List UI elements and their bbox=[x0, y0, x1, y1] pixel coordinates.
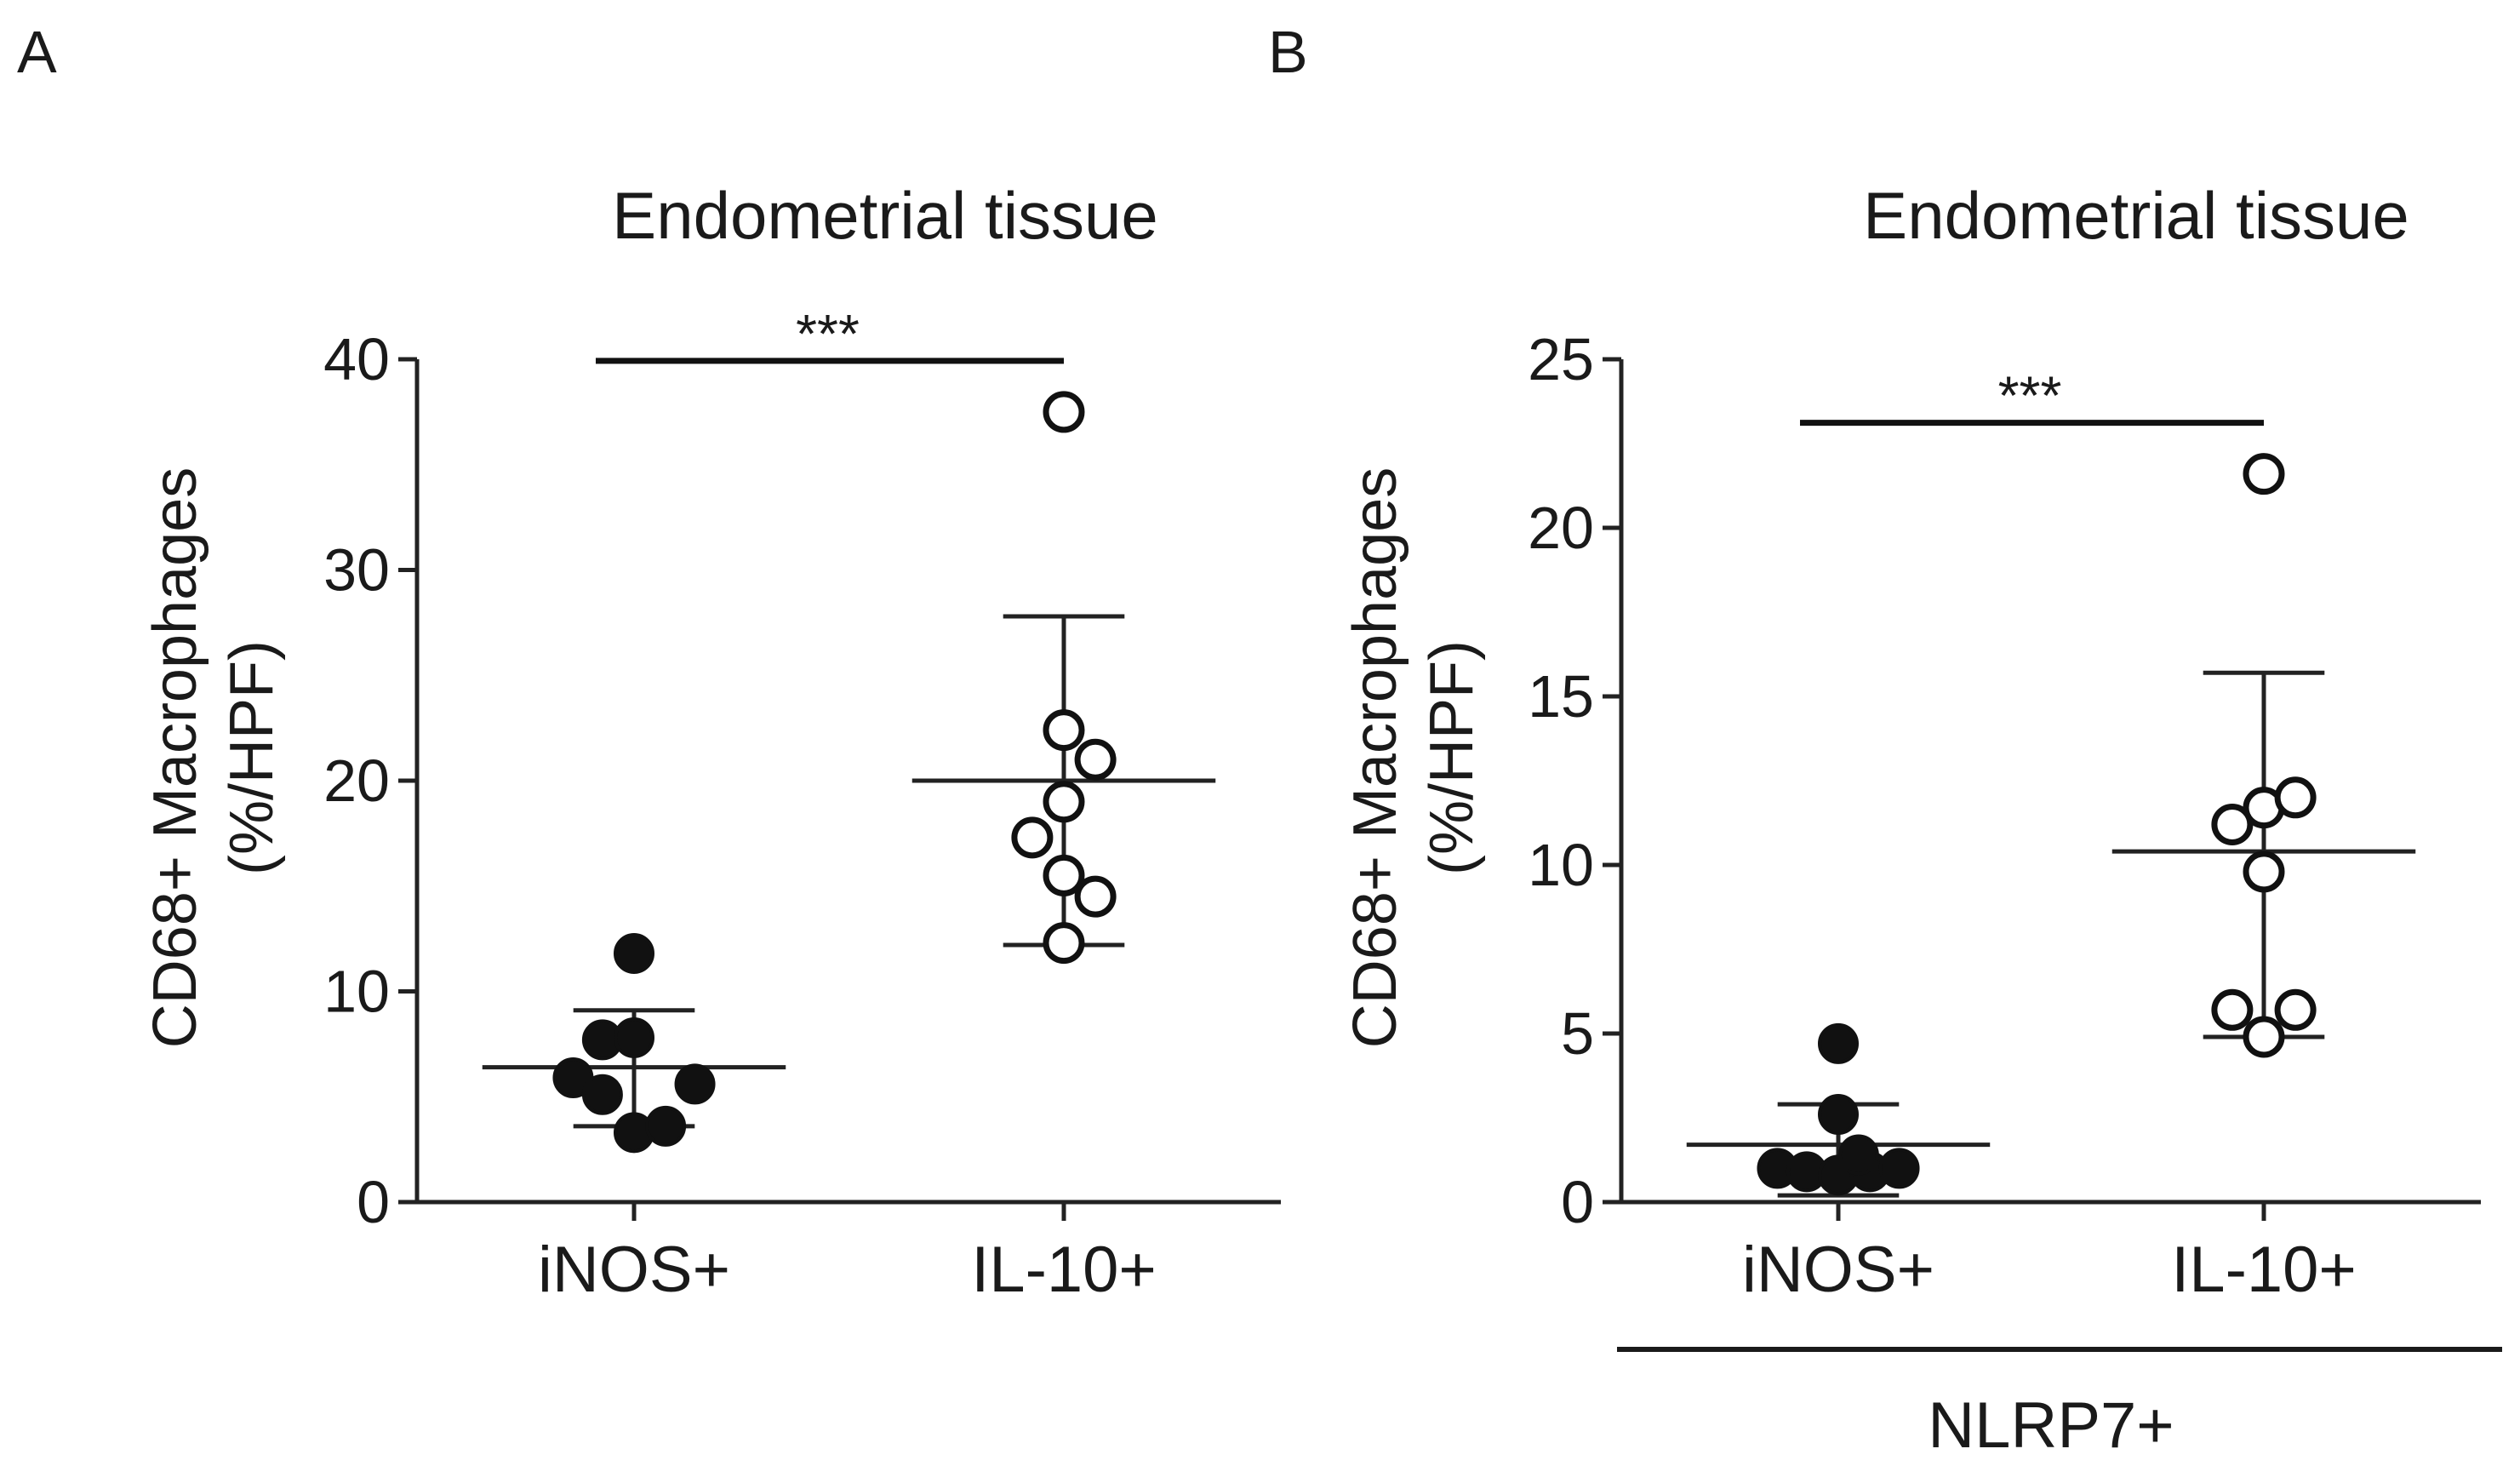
panel-a-point-filled bbox=[674, 1063, 716, 1105]
panel-a-ytick-label: 40 bbox=[323, 326, 390, 392]
panel-a-point-open bbox=[1043, 854, 1085, 896]
panel-b-ytick-label: 20 bbox=[1528, 495, 1594, 561]
panel-a-ytick-label: 0 bbox=[357, 1169, 390, 1235]
panel-b-ylabel-line2: (%/HPF) bbox=[1418, 640, 1486, 875]
panel-a-point-filled bbox=[581, 1074, 623, 1115]
panel-a-point-open bbox=[1043, 391, 1085, 433]
panel-b-point-open bbox=[2274, 988, 2317, 1031]
panel-b-point-filled bbox=[1878, 1148, 1920, 1189]
panel-a-ytick-label: 10 bbox=[323, 959, 390, 1025]
panel-b-ytick-label: 25 bbox=[1528, 326, 1594, 392]
panel-b-point-open bbox=[2211, 988, 2254, 1031]
panel-a-point-open bbox=[1043, 781, 1085, 823]
panel-a-point-filled bbox=[645, 1105, 687, 1147]
panel-b-point-filled bbox=[1837, 1134, 1879, 1176]
panel-a-point-filled bbox=[614, 1016, 654, 1058]
panel-b-ytick-label: 0 bbox=[1561, 1169, 1594, 1235]
panel-a-significance-label: *** bbox=[796, 303, 860, 364]
panel-a-point-open bbox=[1043, 709, 1085, 752]
panel-b-ytick-label: 10 bbox=[1528, 832, 1594, 898]
panel-b-letter: B bbox=[1268, 19, 1308, 85]
panel-b-plot: 0 5 10 15 20 25 iNOS+ IL-10+ *** bbox=[1528, 326, 2481, 1306]
panel-a-point-open bbox=[1011, 816, 1054, 859]
panel-a-ytick-label: 30 bbox=[323, 537, 390, 604]
panel-b-significance-label: *** bbox=[1998, 365, 2062, 427]
panel-a-ylabel-line1: CD68+ Macrophages bbox=[141, 467, 209, 1048]
panel-a-point-open bbox=[1074, 738, 1117, 781]
panel-a-title: Endometrial tissue bbox=[612, 178, 1158, 253]
panel-a-ytick-label: 20 bbox=[323, 747, 390, 814]
panel-b-ylabel-line1: CD68+ Macrophages bbox=[1341, 467, 1409, 1048]
panel-b-point-open bbox=[2243, 1016, 2285, 1058]
panel-a-letter: A bbox=[17, 19, 57, 85]
panel-b-category-label: iNOS+ bbox=[1742, 1234, 1934, 1306]
panel-b-category-label: IL-10+ bbox=[2171, 1234, 2357, 1306]
panel-b-title: Endometrial tissue bbox=[1863, 178, 2409, 253]
panel-a-point-filled bbox=[614, 932, 654, 974]
panel-b-point-open bbox=[2243, 453, 2285, 495]
panel-b-point-open bbox=[2243, 850, 2285, 893]
panel-a-plot: 0 10 20 30 40 iNOS+ IL-10+ *** bbox=[323, 303, 1281, 1306]
panel-b-point-filled bbox=[1818, 1094, 1859, 1136]
panel-b-point-open bbox=[2274, 776, 2317, 819]
panel-b-ytick-label: 5 bbox=[1561, 1000, 1594, 1067]
panel-b-point-filled bbox=[1818, 1022, 1859, 1064]
panel-a-ylabel-line2: (%/HPF) bbox=[218, 640, 286, 875]
panel-b-group-label: NLRP7+ bbox=[1928, 1389, 2174, 1462]
panel-a-category-label: IL-10+ bbox=[971, 1234, 1157, 1306]
panel-a-point-open bbox=[1043, 922, 1085, 965]
panel-b-ytick-label: 15 bbox=[1528, 663, 1594, 730]
panel-b-point-open bbox=[2211, 803, 2254, 845]
panel-a-point-open bbox=[1074, 875, 1117, 918]
panel-a-category-label: iNOS+ bbox=[538, 1234, 730, 1306]
